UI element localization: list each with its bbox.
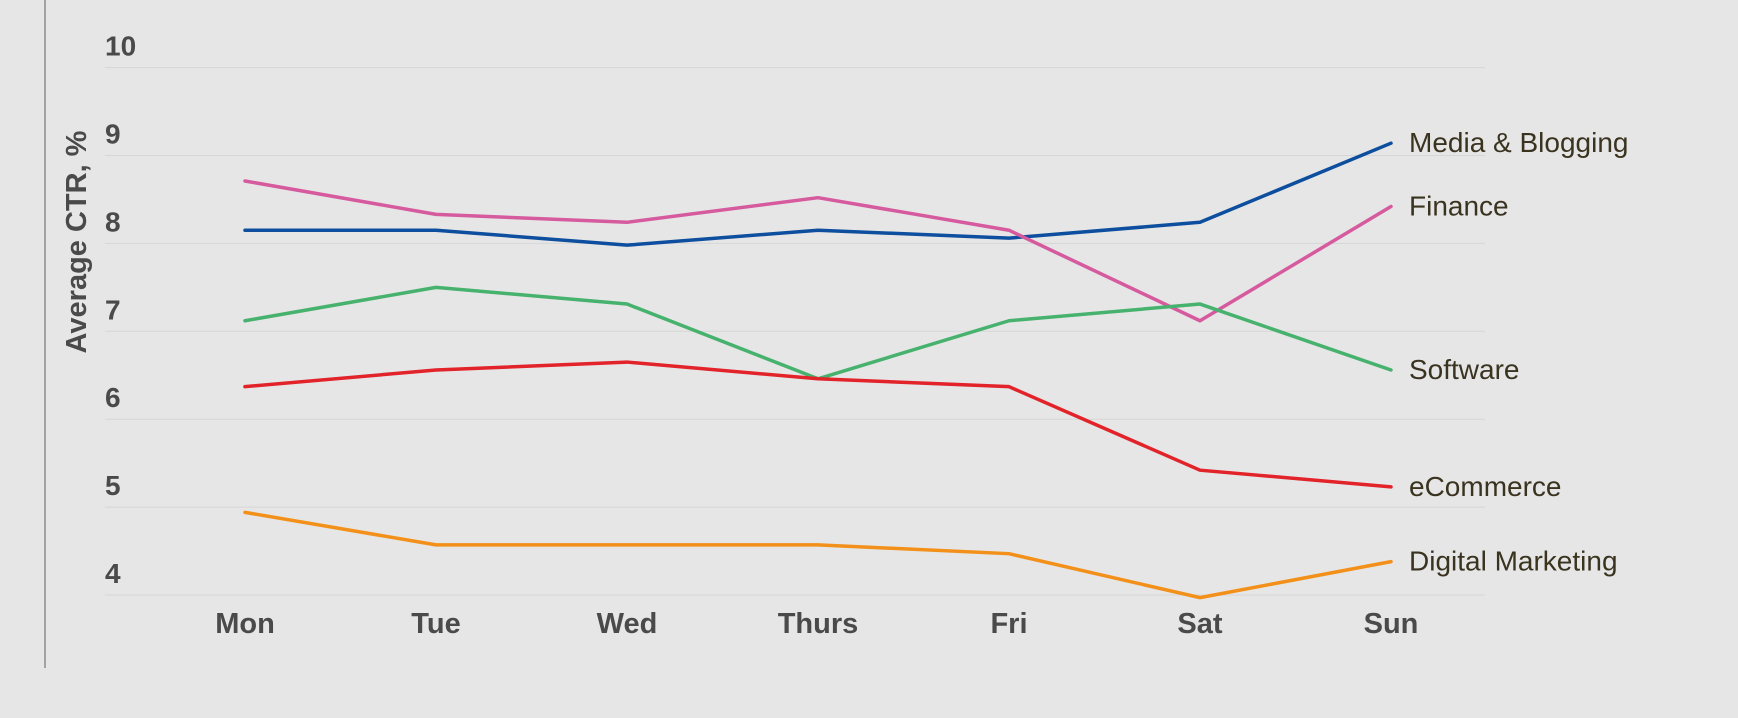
x-tick-label: Tue [411, 608, 460, 640]
x-tick-label: Fri [990, 608, 1027, 640]
series-end-label: Media & Blogging [1409, 127, 1628, 158]
x-tick-label: Mon [215, 608, 275, 640]
x-tick-label: Sun [1364, 608, 1419, 640]
y-tick-label: 4 [105, 558, 121, 589]
series-lines [243, 141, 1393, 600]
series-line [243, 360, 1393, 489]
gridlines [105, 67, 1485, 596]
x-tick-label: Sat [1177, 608, 1222, 640]
y-axis-ticks: 4 5 6 7 8 9 10 [105, 31, 136, 589]
y-tick-label: 9 [105, 119, 121, 150]
x-tick-label: Wed [597, 608, 658, 640]
x-axis-ticks: Mon Tue Wed Thurs Fri Sat Sun [215, 608, 1418, 640]
series-line [243, 285, 1393, 381]
y-axis-label: Average CTR, % [61, 130, 93, 353]
y-tick-label: 10 [105, 31, 136, 62]
y-tick-label: 8 [105, 206, 121, 237]
x-tick-label: Thurs [778, 608, 859, 640]
series-end-label: Software [1409, 354, 1520, 385]
series-end-label: eCommerce [1409, 471, 1561, 502]
y-tick-label: 7 [105, 294, 121, 325]
series-labels: Media & Blogging Finance Software eCommerce… [1409, 127, 1628, 576]
series-end-label: Finance [1409, 190, 1509, 221]
series-line [243, 510, 1393, 600]
series-line [243, 179, 1393, 323]
series-end-label: Digital Marketing [1409, 546, 1618, 577]
y-tick-label: 5 [105, 470, 121, 501]
series-line [243, 141, 1393, 247]
y-tick-label: 6 [105, 382, 121, 413]
